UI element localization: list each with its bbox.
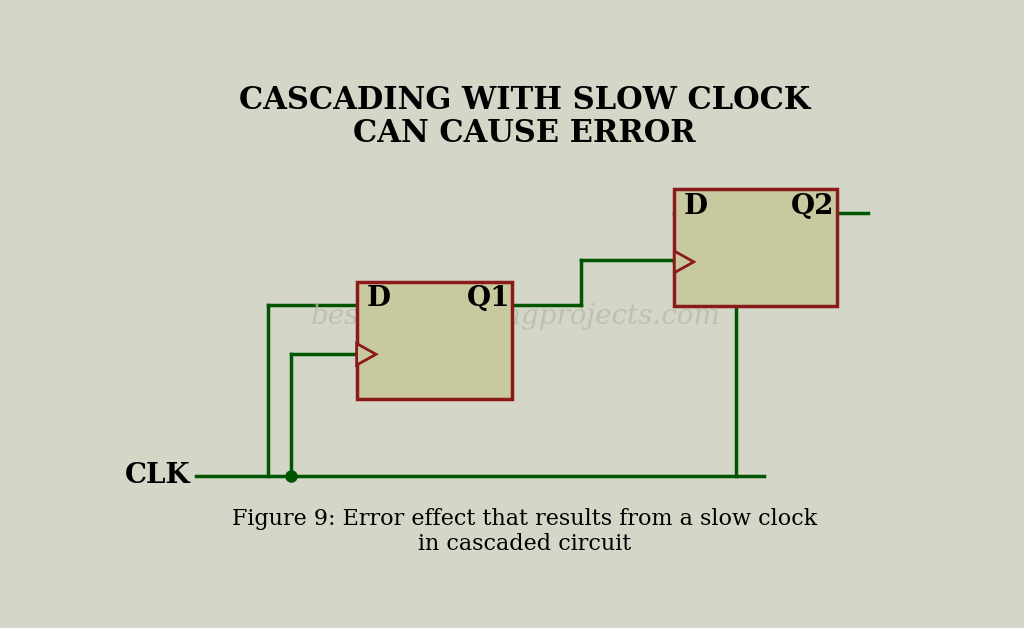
Bar [675, 189, 838, 306]
Polygon shape [675, 251, 693, 273]
Text: D: D [684, 193, 708, 220]
Bar [356, 282, 512, 399]
Text: CASCADING WITH SLOW CLOCK: CASCADING WITH SLOW CLOCK [240, 85, 810, 116]
Text: CAN CAUSE ERROR: CAN CAUSE ERROR [353, 119, 696, 149]
Text: Q1: Q1 [467, 285, 510, 312]
Text: D: D [367, 285, 390, 312]
Text: in cascaded circuit: in cascaded circuit [418, 533, 632, 555]
Text: bestengineeringprojects.com: bestengineeringprojects.com [310, 303, 721, 330]
Text: CLK: CLK [124, 462, 190, 489]
Text: Q2: Q2 [791, 193, 835, 220]
Polygon shape [356, 344, 376, 365]
Text: Figure 9: Error effect that results from a slow clock: Figure 9: Error effect that results from… [232, 508, 817, 530]
